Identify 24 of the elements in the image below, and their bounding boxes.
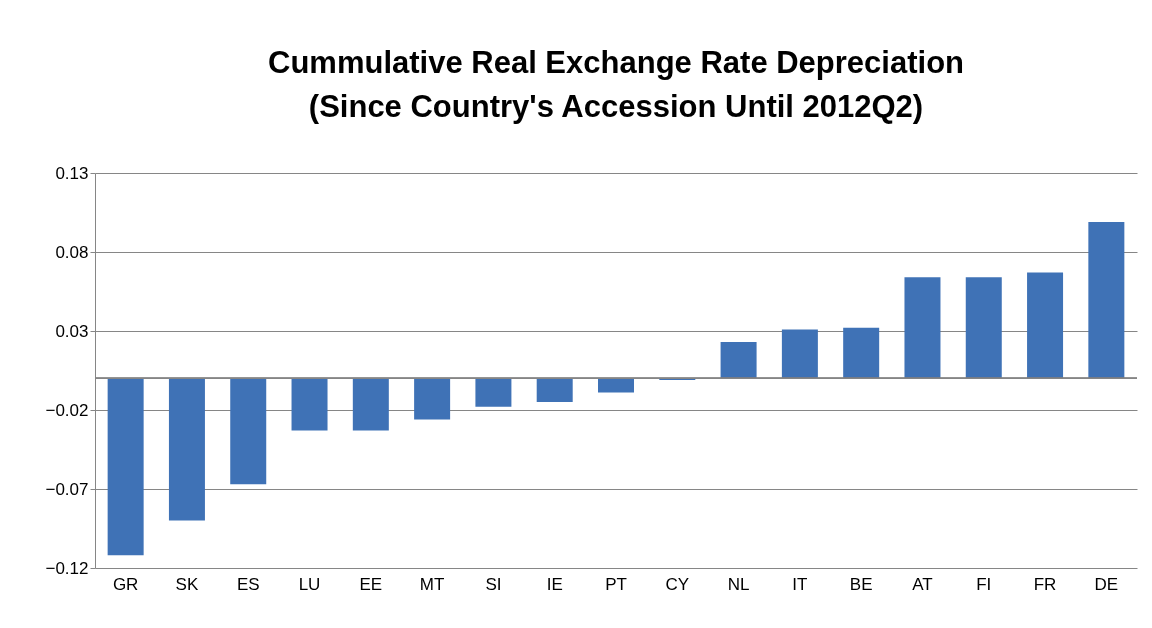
- x-tick-label: GR: [112, 574, 139, 594]
- y-tick-label: 0.08: [55, 242, 89, 262]
- x-tick-label: FR: [1033, 574, 1057, 594]
- x-tick-label: MT: [419, 574, 445, 594]
- x-tick-label: NL: [727, 574, 750, 594]
- x-tick-label: LU: [298, 574, 321, 594]
- x-tick-label: PT: [605, 574, 627, 594]
- y-tick-label: −0.07: [45, 479, 89, 499]
- x-tick-label: CY: [665, 574, 690, 594]
- x-tick-label: IT: [792, 574, 808, 594]
- chart-title: Cummulative Real Exchange Rate Depreciation (Since Country's Accession Until 2012Q2): [267, 45, 965, 124]
- x-tick-label: BE: [849, 574, 873, 594]
- x-tick-label: IE: [546, 574, 563, 594]
- x-tick-label: FI: [976, 574, 992, 594]
- x-tick-label: SK: [175, 574, 199, 594]
- y-tick-label: −0.02: [45, 400, 89, 420]
- y-tick-label: 0.03: [55, 321, 89, 341]
- y-tick-label: 0.13: [55, 163, 89, 183]
- x-tick-label: EE: [359, 574, 383, 594]
- x-tick-label: DE: [1094, 574, 1119, 594]
- x-tick-label: ES: [236, 574, 260, 594]
- x-tick-label: AT: [912, 574, 933, 594]
- x-tick-label: SI: [485, 574, 502, 594]
- y-tick-label: −0.12: [45, 558, 89, 578]
